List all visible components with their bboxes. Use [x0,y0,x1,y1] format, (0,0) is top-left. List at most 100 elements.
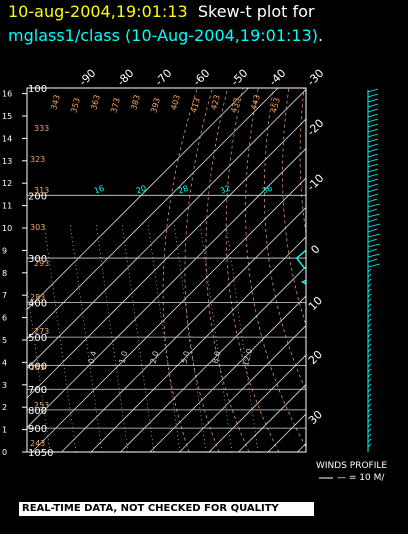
wind-barb [367,378,372,383]
dry-adiabat [245,88,306,448]
dry-adiabat [205,88,250,452]
isotherm-line [90,236,306,452]
sounding-line-dewpoint [295,249,306,304]
wind-barb [367,403,372,408]
dry-adiabat [365,88,408,452]
theta-label: 373 [109,97,122,114]
height-tick-label: 9 [2,246,7,255]
wind-barb [367,93,379,98]
theta-e-label: 16 [93,184,106,196]
chart-title-line-2: mglass1/class (10-Aug-2004,19:01:13). [8,26,323,46]
theta-label: 393 [149,97,162,114]
pressure-tick-label: 200 [28,191,47,202]
theta-label: 363 [89,94,102,111]
wind-barb [367,383,372,388]
plot-frame [26,87,307,453]
mixing-ratio-line [225,222,259,452]
wind-barb [367,233,381,238]
theta-label: 243 [30,439,45,448]
title-period: . [317,26,324,45]
isotherm-line [149,295,306,452]
theta-label: 423 [209,94,222,111]
wind-barb [367,113,379,118]
pressure-tick-label: 900 [28,424,47,435]
height-tick-label: 13 [2,157,12,166]
mixing-ratio-line [43,222,77,452]
theta-label: 253 [34,401,49,410]
right-temperature-label: 30 [306,408,325,427]
title-date: 10-aug-2004,19:01:13 [8,2,188,21]
isotherm-line [208,354,306,452]
wind-barb [367,343,372,348]
isotherm-line [179,324,306,452]
isotherm-line [267,413,306,452]
wind-barb [367,353,372,358]
height-tick-label: 15 [2,112,12,121]
wind-barb [367,443,372,448]
isotherm-line [297,442,306,452]
wind-barb [367,128,379,133]
wind-barb [367,318,372,323]
mixing-ratio-line [95,222,129,452]
mixing-ratio-line [173,222,207,452]
height-tick-label: 7 [2,291,7,300]
isotherm-line [27,118,306,399]
isotherm-line [27,88,249,311]
top-temperature-label: -60 [191,67,213,89]
pressure-tick-label: 100 [28,84,47,95]
mixing-ratio-line [199,222,233,452]
quality-notice: REAL-TIME DATA, NOT CHECKED FOR QUALITY [19,502,314,516]
isotherm-line [31,177,306,452]
wind-barb [367,98,379,103]
wind-barb [367,153,379,158]
right-temperature-label: 20 [306,348,325,367]
height-tick-label: 1 [2,426,7,435]
mixing-ratio-line [121,222,155,452]
wind-barb [367,333,372,338]
wind-barb [367,218,378,223]
wind-barb [367,348,372,353]
wind-barb [367,253,381,258]
isotherm-line [27,88,279,340]
wind-barb [367,168,379,173]
dry-adiabat [162,88,198,452]
right-temperature-label: -20 [305,117,327,139]
wind-barb [367,178,379,183]
winds-profile-label: WINDS PROFILE [316,461,388,471]
wind-barb [367,88,379,93]
right-temperature-label: 10 [306,294,325,313]
wind-barb [367,183,379,188]
wind-barb [367,243,381,248]
top-temperature-label: -40 [267,67,289,89]
height-tick-label: 0 [2,448,7,457]
theta-label: 413 [189,97,202,114]
wind-barb [367,123,379,128]
wind-barb [367,263,381,268]
wind-barb [367,288,372,293]
theta-label: 293 [34,259,49,268]
height-tick-label: 4 [2,358,7,367]
wind-barb [367,428,372,433]
pressure-tick-label: 800 [28,406,47,417]
mixing-ratio-label: 1.0 [118,350,130,365]
wind-barb [367,338,372,343]
wind-barb [367,108,379,113]
title-station: mglass1/class (10-Aug-2004,19:01:13) [8,26,318,45]
wind-barb [367,198,378,203]
wind-barb [367,118,379,123]
wind-barb [367,258,378,263]
wind-barb [367,433,372,438]
wind-barb [367,138,379,143]
isotherm-line [120,265,306,452]
wind-barb [367,133,379,138]
title-label: Skew-t plot for [197,2,315,21]
dry-adiabat [264,88,306,392]
isotherm-line [357,88,408,452]
dry-adiabat [396,88,408,452]
height-tick-label: 5 [2,336,7,345]
wind-barb [367,163,379,168]
theta-label: 343 [49,94,62,111]
wind-barb [367,103,379,108]
wind-barb [367,423,372,428]
theta-label: 303 [30,223,45,232]
